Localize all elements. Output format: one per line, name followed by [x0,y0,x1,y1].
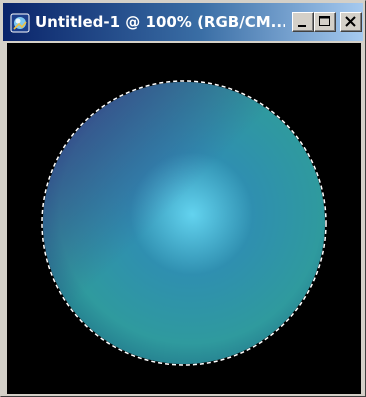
sphere-shadow [43,82,325,364]
maximize-icon [319,16,330,26]
minimize-icon [298,25,306,27]
close-icon [345,16,356,27]
selection-marquee[interactable] [41,80,327,366]
window-title: Untitled-1 @ 100% (RGB/CM... [35,13,285,31]
close-button[interactable] [340,12,362,32]
maximize-button[interactable] [314,12,336,32]
photoshop-document-icon[interactable] [10,13,30,33]
title-bar[interactable]: Untitled-1 @ 100% (RGB/CM... [3,3,363,41]
minimize-button[interactable] [292,12,314,32]
document-canvas[interactable] [7,43,361,394]
sphere-image [7,43,361,394]
